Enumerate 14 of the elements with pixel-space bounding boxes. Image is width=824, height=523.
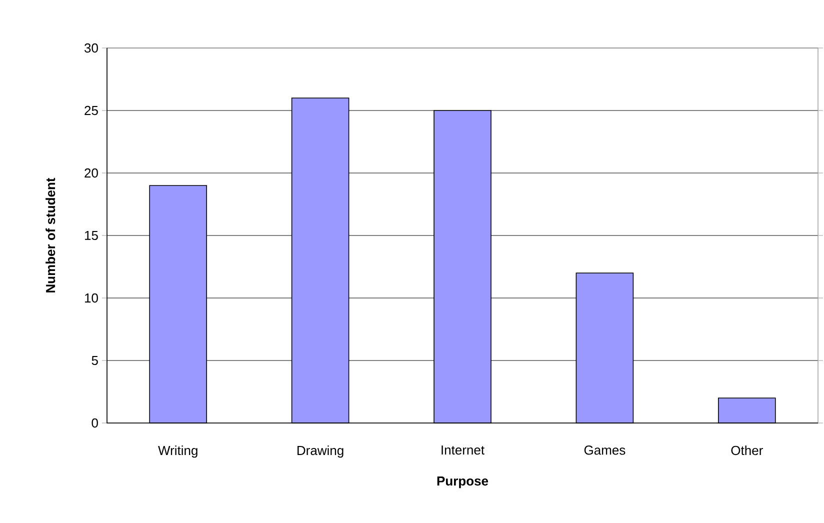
y-tick-label: 5 xyxy=(92,356,98,366)
y-tick-label: 20 xyxy=(84,168,98,178)
x-tick-label: Games xyxy=(584,446,626,455)
x-tick-label: Drawing xyxy=(298,446,344,458)
x-tick-label: Writing xyxy=(158,446,198,458)
y-tick-label: 10 xyxy=(85,293,98,303)
x-tick-label: Other xyxy=(731,446,763,456)
y-tick-label: 15 xyxy=(85,230,98,240)
y-tick-label: 30 xyxy=(84,43,98,53)
y-tick-label: 25 xyxy=(84,106,98,116)
y-axis-title: Number of student xyxy=(46,178,56,292)
y-tick-label: 0 xyxy=(92,418,98,428)
x-tick-label: Internet xyxy=(442,446,484,455)
x-axis-title: Purpose xyxy=(437,476,488,488)
